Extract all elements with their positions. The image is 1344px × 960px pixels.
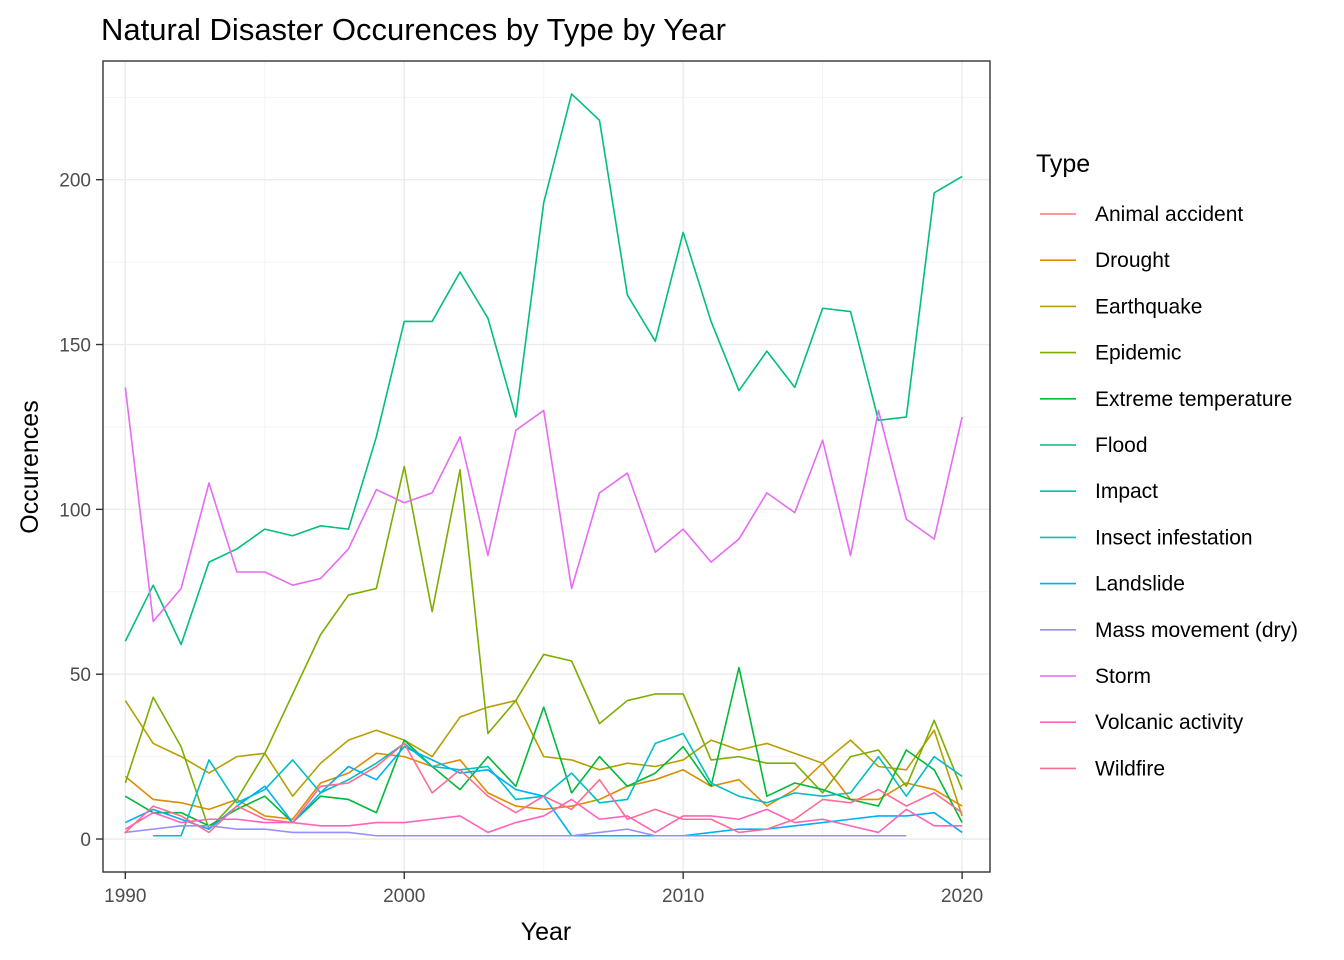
series-line-flood	[124, 93, 963, 646]
legend-label-storm: Storm	[1095, 665, 1151, 688]
series-line-volcanic-activity	[124, 798, 963, 834]
panel-border	[102, 60, 991, 873]
legend-label-insect-infestation: Insect infestation	[1095, 526, 1253, 549]
series-line-extreme-temperature	[124, 666, 963, 827]
series-line-wildfire	[124, 742, 963, 834]
x-tick-label: 1990	[104, 886, 146, 907]
legend-label-epidemic: Epidemic	[1095, 342, 1181, 365]
legend-title: Type	[1036, 150, 1090, 178]
series-line-insect-infestation	[153, 732, 963, 837]
series-group	[124, 93, 963, 837]
series-line-epidemic	[124, 465, 963, 830]
y-tick-label: 0	[80, 830, 91, 851]
legend-label-volcanic-activity: Volcanic activity	[1095, 711, 1244, 734]
legend-label-extreme-temperature: Extreme temperature	[1095, 388, 1292, 411]
series-line-mass-movement-dry	[125, 825, 907, 837]
chart-title: Natural Disaster Occurences by Type by Y…	[101, 12, 726, 47]
legend-label-impact: Impact	[1095, 480, 1158, 503]
legend-label-animal-accident: Animal accident	[1095, 203, 1243, 226]
legend-label-drought: Drought	[1095, 249, 1170, 272]
y-tick-label: 200	[59, 171, 91, 192]
y-tick-label: 150	[59, 336, 91, 357]
legend: Type Animal accident Drought Earthquake Epi…	[1036, 150, 1298, 780]
x-tick-label: 2000	[383, 886, 425, 907]
legend-label-landslide: Landslide	[1095, 573, 1185, 596]
legend-label-wildfire: Wildfire	[1095, 757, 1165, 780]
axes: 1990 2000 2010 2020 0 50 100 150 200	[59, 171, 983, 907]
x-tick-label: 2020	[941, 886, 983, 907]
y-axis-title: Occurences	[16, 400, 44, 533]
series-line-storm	[124, 387, 963, 623]
legend-label-mass-movement-dry: Mass movement (dry)	[1095, 619, 1298, 642]
y-tick-label: 50	[70, 665, 91, 686]
plot-panel	[103, 61, 990, 872]
x-axis-title: Year	[521, 918, 572, 946]
y-tick-label: 100	[59, 500, 91, 521]
legend-label-earthquake: Earthquake	[1095, 295, 1202, 318]
x-tick-label: 2010	[662, 886, 704, 907]
legend-label-flood: Flood	[1095, 434, 1148, 457]
